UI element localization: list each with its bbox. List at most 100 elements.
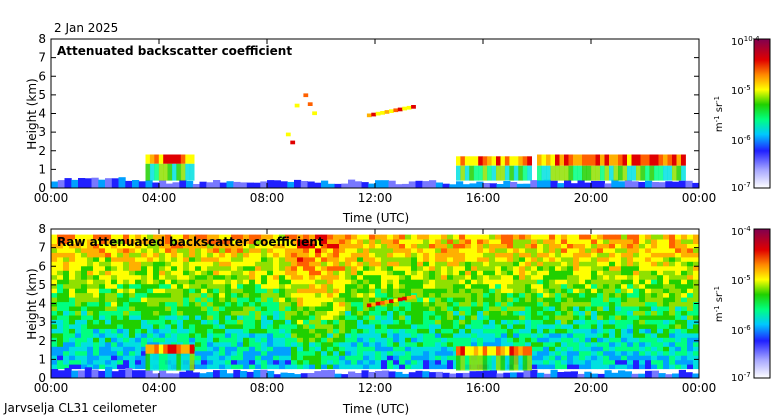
- noise-cell: [381, 337, 388, 343]
- noise-cell: [291, 274, 298, 280]
- noise-cell: [285, 355, 292, 361]
- noise-cell: [633, 279, 640, 285]
- noise-cell: [315, 306, 322, 311]
- noise-cell: [51, 324, 58, 329]
- noise-cell: [333, 301, 340, 307]
- noise-cell: [225, 252, 232, 258]
- noise-cell: [99, 346, 106, 352]
- noise-cell: [513, 301, 520, 307]
- noise-cell: [345, 319, 352, 325]
- noise-cell: [567, 332, 574, 338]
- noise-cell: [531, 261, 538, 267]
- noise-cell: [495, 279, 502, 285]
- cloud-cell: [172, 154, 177, 164]
- noise-cell: [219, 310, 226, 316]
- noise-cell: [663, 283, 670, 289]
- noise-cell: [99, 239, 106, 244]
- cloud-cell: [185, 344, 191, 354]
- noise-cell: [663, 248, 670, 253]
- noise-cell: [663, 364, 670, 370]
- noise-cell: [267, 288, 274, 294]
- noise-cell: [363, 297, 370, 303]
- noise-cell: [591, 310, 598, 316]
- noise-cell: [525, 310, 532, 316]
- noise-cell: [615, 265, 622, 271]
- noise-cell: [81, 288, 88, 294]
- noise-cell: [99, 234, 106, 240]
- noise-cell: [411, 315, 418, 320]
- noise-cell: [687, 319, 694, 325]
- noise-cell: [357, 301, 364, 307]
- noise-cell: [447, 279, 454, 285]
- noise-cell: [195, 337, 202, 343]
- noise-cell: [381, 297, 388, 303]
- noise-cell: [333, 248, 340, 253]
- noise-cell: [525, 292, 532, 298]
- noise-cell: [489, 332, 496, 338]
- aerosol-cell: [206, 372, 214, 378]
- noise-cell: [171, 324, 178, 329]
- noise-cell: [651, 364, 658, 370]
- noise-cell: [657, 332, 664, 338]
- noise-cell: [615, 234, 622, 240]
- noise-cell: [537, 274, 544, 280]
- noise-cell: [345, 274, 352, 280]
- noise-cell: [633, 324, 640, 329]
- noise-cell: [105, 261, 112, 267]
- noise-cell: [621, 315, 628, 320]
- noise-cell: [279, 243, 286, 249]
- noise-cell: [573, 261, 580, 267]
- noise-cell: [663, 252, 670, 258]
- noise-cell: [465, 279, 472, 285]
- noise-cell: [441, 248, 448, 253]
- noise-cell: [141, 359, 148, 365]
- noise-cell: [315, 234, 322, 240]
- aerosol-cell: [152, 182, 160, 188]
- noise-cell: [165, 319, 172, 325]
- noise-cell: [219, 341, 226, 347]
- noise-cell: [291, 283, 298, 289]
- noise-cell: [513, 337, 520, 343]
- noise-cell: [411, 355, 418, 361]
- noise-cell: [417, 270, 424, 276]
- noise-cell: [393, 319, 400, 325]
- noise-cell: [267, 279, 274, 285]
- noise-cell: [561, 341, 568, 347]
- aerosol-cell: [240, 371, 248, 378]
- noise-cell: [615, 292, 622, 298]
- noise-cell: [129, 283, 136, 289]
- noise-cell: [237, 350, 244, 356]
- noise-cell: [399, 274, 406, 280]
- noise-cell: [117, 265, 124, 271]
- noise-cell: [243, 350, 250, 356]
- noise-cell: [369, 292, 376, 298]
- aerosol-cell: [132, 370, 140, 378]
- noise-cell: [555, 248, 562, 253]
- noise-cell: [93, 265, 100, 271]
- noise-cell: [99, 359, 106, 365]
- noise-cell: [279, 265, 286, 271]
- noise-cell: [213, 274, 220, 280]
- noise-cell: [417, 292, 424, 298]
- noise-cell: [495, 315, 502, 320]
- noise-cell: [81, 265, 88, 271]
- noise-cell: [69, 337, 76, 343]
- noise-cell: [111, 239, 118, 244]
- noise-cell: [477, 243, 484, 249]
- noise-cell: [639, 310, 646, 316]
- noise-cell: [381, 306, 388, 311]
- noise-cell: [489, 306, 496, 311]
- noise-cell: [465, 341, 472, 347]
- noise-cell: [537, 239, 544, 244]
- noise-cell: [111, 359, 118, 365]
- noise-cell: [453, 337, 460, 343]
- noise-cell: [117, 301, 124, 307]
- noise-cell: [87, 292, 94, 298]
- noise-cell: [633, 306, 640, 311]
- cloud-cell: [473, 156, 479, 166]
- noise-cell: [603, 310, 610, 316]
- x-axis-label: Time (UTC): [342, 211, 409, 225]
- noise-cell: [531, 306, 538, 311]
- noise-cell: [417, 328, 424, 334]
- noise-cell: [249, 292, 256, 298]
